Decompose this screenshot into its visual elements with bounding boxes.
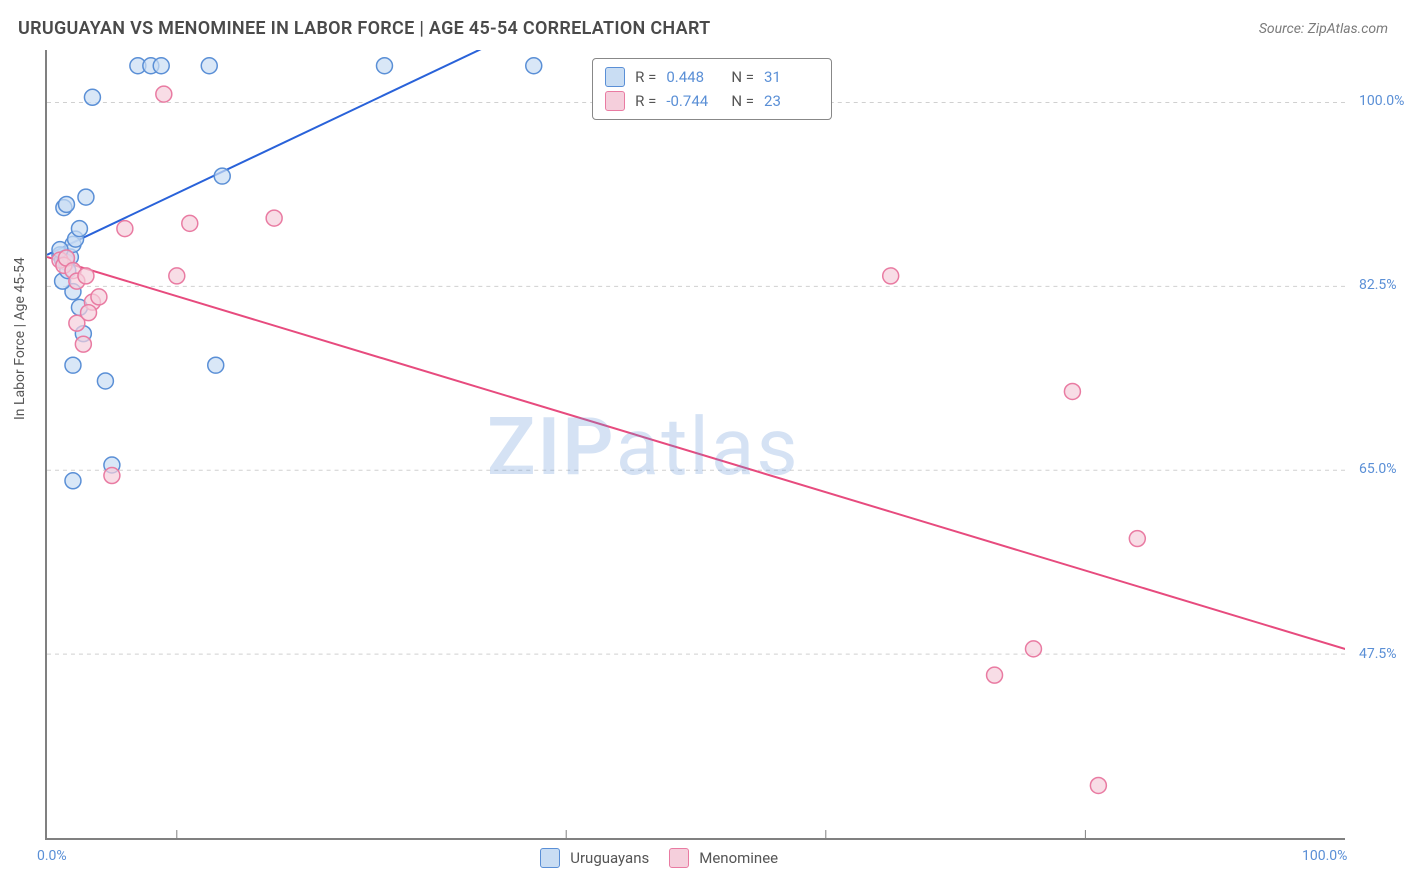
y-tick-label: 82.5% <box>1359 277 1397 293</box>
y-tick-label: 65.0% <box>1359 461 1397 477</box>
legend-swatch <box>605 91 625 111</box>
source-attribution: Source: ZipAtlas.com <box>1259 21 1388 37</box>
stats-n-value: 23 <box>764 92 819 110</box>
stats-legend: R = 0.448 N = 31 R = -0.744 N = 23 <box>592 58 832 120</box>
scatter-plot <box>47 50 1345 838</box>
series-name: Menominee <box>699 849 778 867</box>
stats-legend-row: R = 0.448 N = 31 <box>605 65 819 89</box>
chart-title: URUGUAYAN VS MENOMINEE IN LABOR FORCE | … <box>18 18 710 39</box>
stats-r-value: 0.448 <box>666 68 721 86</box>
series-legend-item: Menominee <box>669 846 778 870</box>
series-legend-item: Uruguayans <box>540 846 649 870</box>
stats-r-label: R = <box>635 68 656 86</box>
x-tick-label: 0.0% <box>37 848 67 864</box>
legend-swatch <box>540 848 560 868</box>
x-tick-label: 100.0% <box>1302 848 1347 864</box>
stats-n-label: N = <box>731 92 754 110</box>
chart-frame: ZIPatlas R =0.448N =31R =-0.744N =23 Uru… <box>45 50 1345 840</box>
series-name: Uruguayans <box>570 849 649 867</box>
legend-swatch <box>669 848 689 868</box>
legend-swatch <box>605 67 625 87</box>
y-tick-label: 47.5% <box>1359 646 1397 662</box>
stats-r-value: -0.744 <box>666 92 721 110</box>
stats-r-label: R = <box>635 92 656 110</box>
y-tick-label: 100.0% <box>1359 93 1404 109</box>
y-axis-label: In Labor Force | Age 45-54 <box>12 257 28 420</box>
stats-n-value: 31 <box>764 68 819 86</box>
series-legend: Uruguayans Menominee <box>540 846 778 870</box>
stats-n-label: N = <box>731 68 754 86</box>
stats-legend-row: R = -0.744 N = 23 <box>605 89 819 113</box>
header: URUGUAYAN VS MENOMINEE IN LABOR FORCE | … <box>18 18 1388 39</box>
